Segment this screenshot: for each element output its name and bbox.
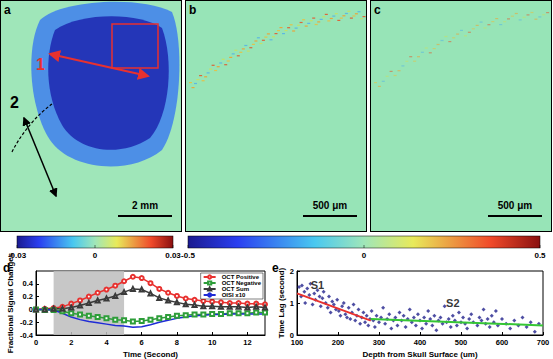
svg-text:0: 0: [362, 251, 367, 260]
svg-text:12: 12: [243, 338, 251, 347]
svg-text:600: 600: [496, 338, 509, 347]
svg-text:-0.2: -0.2: [20, 318, 33, 327]
svg-text:b: b: [189, 3, 196, 17]
svg-text:0.03: 0.03: [165, 251, 181, 260]
svg-text:8: 8: [175, 338, 179, 347]
svg-text:300: 300: [373, 338, 386, 347]
svg-text:0: 0: [34, 338, 38, 347]
svg-text:2: 2: [10, 94, 19, 111]
svg-text:700: 700: [537, 338, 550, 347]
svg-text:0.4: 0.4: [23, 279, 34, 288]
svg-text:S2: S2: [446, 297, 459, 309]
svg-text:400: 400: [414, 338, 427, 347]
svg-text:2: 2: [69, 338, 73, 347]
svg-text:4: 4: [104, 338, 109, 347]
svg-text:c: c: [374, 3, 381, 17]
svg-text:6: 6: [140, 338, 144, 347]
svg-text:S1: S1: [311, 279, 324, 291]
svg-text:2 mm: 2 mm: [132, 200, 158, 211]
svg-text:-0.5: -0.5: [181, 251, 195, 260]
svg-text:-0.4: -0.4: [20, 331, 34, 340]
svg-text:2: 2: [290, 267, 294, 276]
svg-text:200: 200: [332, 338, 345, 347]
svg-text:0.2: 0.2: [23, 292, 33, 301]
svg-text:Time (Second): Time (Second): [123, 350, 178, 359]
svg-text:0.5: 0.5: [534, 251, 546, 260]
svg-text:0: 0: [29, 305, 33, 314]
svg-text:a: a: [4, 3, 11, 17]
svg-text:500 μm: 500 μm: [313, 200, 348, 211]
svg-text:500 μm: 500 μm: [498, 200, 533, 211]
svg-text:1: 1: [36, 56, 45, 73]
svg-text:10: 10: [208, 338, 216, 347]
svg-text:Time Lag (second): Time Lag (second): [277, 267, 286, 338]
svg-text:100: 100: [291, 338, 304, 347]
svg-text:0: 0: [93, 251, 98, 260]
svg-text:Depth from Skull Surface (um): Depth from Skull Surface (um): [362, 350, 477, 359]
svg-text:500: 500: [455, 338, 468, 347]
svg-text:OISI x10: OISI x10: [222, 292, 246, 298]
svg-text:1: 1: [290, 299, 294, 308]
